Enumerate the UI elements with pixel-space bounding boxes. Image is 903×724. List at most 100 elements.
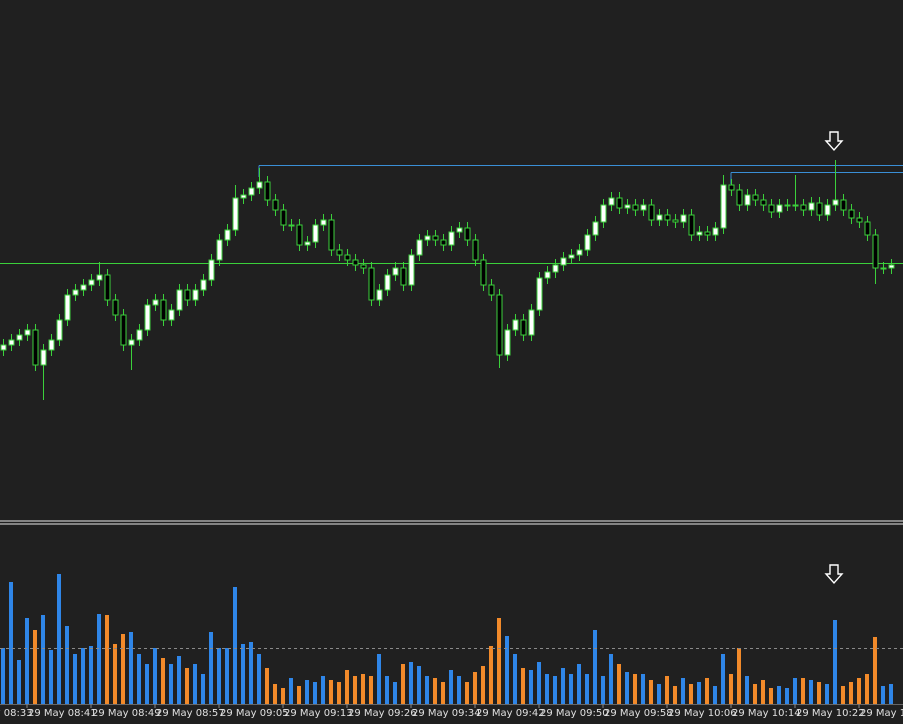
candle-body xyxy=(512,319,519,331)
volume-bar xyxy=(465,682,469,704)
candle-body xyxy=(272,199,279,211)
candle-body xyxy=(464,227,471,241)
volume-bar xyxy=(225,648,229,704)
candle-body xyxy=(528,309,535,336)
volume-bar xyxy=(345,670,349,704)
volume-bar xyxy=(401,664,405,704)
signal-arrow xyxy=(824,564,844,585)
candle-body xyxy=(776,204,783,213)
volume-bar xyxy=(785,688,789,704)
volume-bar xyxy=(65,626,69,704)
candle-body xyxy=(856,217,863,223)
volume-bar xyxy=(129,632,133,704)
volume-bar xyxy=(705,678,709,704)
volume-bar xyxy=(329,680,333,704)
volume-bar xyxy=(689,684,693,704)
x-tick-label: 29 May 09:50 xyxy=(540,708,609,719)
candle-body xyxy=(336,249,343,256)
candle-body xyxy=(280,209,287,226)
volume-bar xyxy=(497,618,501,704)
candle-body xyxy=(608,197,615,206)
candle-body xyxy=(424,235,431,241)
volume-bar xyxy=(9,582,13,704)
volume-bar xyxy=(777,686,781,704)
candle-body xyxy=(536,277,543,311)
volume-bar xyxy=(721,654,725,704)
candle-body xyxy=(8,339,15,346)
volume-bar xyxy=(585,674,589,704)
candle-body xyxy=(704,231,711,236)
candle-body xyxy=(768,204,775,213)
candle-body xyxy=(664,214,671,221)
candle-body xyxy=(224,229,231,241)
candle-body xyxy=(496,294,503,356)
candle-body xyxy=(576,249,583,256)
volume-bar xyxy=(321,676,325,704)
candle-body xyxy=(184,289,191,301)
volume-bar xyxy=(113,644,117,704)
volume-bar xyxy=(865,674,869,704)
candle-body xyxy=(136,329,143,341)
volume-bar xyxy=(801,678,805,704)
volume-bar xyxy=(25,618,29,704)
candle-body xyxy=(256,181,263,189)
candle-body xyxy=(40,349,47,366)
volume-bar xyxy=(753,684,757,704)
candle-body xyxy=(72,289,79,296)
volume-bar xyxy=(153,648,157,704)
volume-bar xyxy=(881,686,885,704)
candle-body xyxy=(448,231,455,246)
volume-bar xyxy=(233,587,237,704)
candle-body xyxy=(32,329,39,366)
candle-body xyxy=(456,227,463,233)
volume-bar xyxy=(425,676,429,704)
volume-bar xyxy=(833,620,837,704)
candle-body xyxy=(168,309,175,321)
volume-bar xyxy=(305,680,309,704)
volume-bar xyxy=(633,674,637,704)
candle-body xyxy=(208,259,215,281)
volume-bar xyxy=(857,678,861,704)
candle-body xyxy=(672,219,679,223)
candle-body xyxy=(688,214,695,236)
volume-bar xyxy=(505,636,509,704)
volume-bar xyxy=(97,614,101,704)
candle-body xyxy=(552,264,559,273)
candle-body xyxy=(600,204,607,223)
candle-body xyxy=(112,299,119,316)
volume-bar xyxy=(57,574,61,704)
candle-body xyxy=(56,319,63,341)
candle-body xyxy=(360,264,367,269)
volume-bar xyxy=(289,678,293,704)
volume-bar xyxy=(417,666,421,704)
candle-body xyxy=(152,299,159,306)
candle-body xyxy=(144,304,151,331)
candle-body xyxy=(488,284,495,296)
candle-body xyxy=(288,224,295,227)
x-tick-label: 29 May 09:58 xyxy=(604,708,673,719)
volume-bar xyxy=(249,642,253,704)
x-tick-label: 29 May 09:05 xyxy=(220,708,289,719)
candle-body xyxy=(520,319,527,336)
volume-bar xyxy=(313,682,317,704)
candle-body xyxy=(696,231,703,236)
x-tick-label: 29 May 10:30 xyxy=(860,708,903,719)
candle-body xyxy=(880,267,887,270)
volume-bar xyxy=(889,684,893,704)
candle-body xyxy=(344,254,351,261)
volume-bar xyxy=(729,674,733,704)
candle-body xyxy=(192,289,199,301)
volume-bar xyxy=(337,682,341,704)
candle-body xyxy=(504,329,511,356)
candle-body xyxy=(264,181,271,201)
candle-body xyxy=(400,267,407,286)
candle-body xyxy=(48,339,55,351)
volume-bar xyxy=(681,678,685,704)
volume-bar xyxy=(73,654,77,704)
candle-body xyxy=(840,199,847,211)
volume-bar xyxy=(273,684,277,704)
candle-body xyxy=(864,221,871,236)
candle-body xyxy=(568,254,575,259)
volume-bar xyxy=(513,654,517,704)
